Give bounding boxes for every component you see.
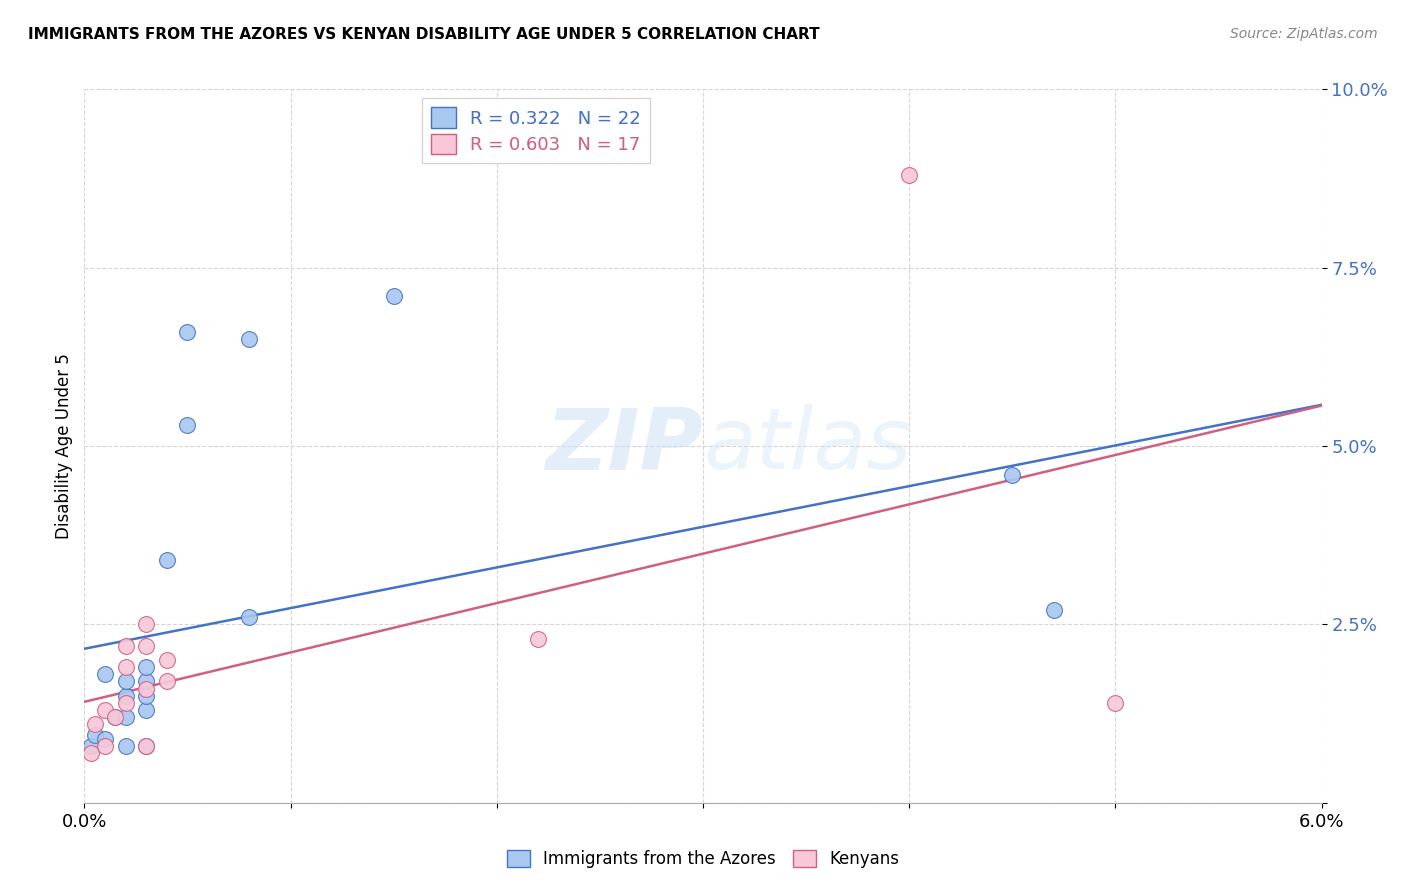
Point xyxy=(176,325,198,339)
Point xyxy=(156,553,179,567)
Point xyxy=(94,731,117,746)
Point xyxy=(83,717,105,731)
Point xyxy=(1104,696,1126,710)
Point xyxy=(114,710,136,724)
Point xyxy=(135,681,157,696)
Point xyxy=(114,696,136,710)
Point xyxy=(94,739,117,753)
Point xyxy=(135,739,157,753)
Point xyxy=(114,639,136,653)
Text: ZIP: ZIP xyxy=(546,404,703,488)
Point xyxy=(114,660,136,674)
Text: IMMIGRANTS FROM THE AZORES VS KENYAN DISABILITY AGE UNDER 5 CORRELATION CHART: IMMIGRANTS FROM THE AZORES VS KENYAN DIS… xyxy=(28,27,820,42)
Point xyxy=(135,639,157,653)
Text: Source: ZipAtlas.com: Source: ZipAtlas.com xyxy=(1230,27,1378,41)
Point xyxy=(156,674,179,689)
Point xyxy=(104,710,127,724)
Point xyxy=(94,667,117,681)
Point xyxy=(104,710,127,724)
Point xyxy=(114,739,136,753)
Legend: R = 0.322   N = 22, R = 0.603   N = 17: R = 0.322 N = 22, R = 0.603 N = 17 xyxy=(422,98,650,163)
Point xyxy=(176,417,198,432)
Point xyxy=(898,168,921,182)
Point xyxy=(83,728,105,742)
Point xyxy=(156,653,179,667)
Point xyxy=(135,617,157,632)
Text: atlas: atlas xyxy=(703,404,911,488)
Point xyxy=(135,739,157,753)
Y-axis label: Disability Age Under 5: Disability Age Under 5 xyxy=(55,353,73,539)
Point xyxy=(1001,467,1024,482)
Point xyxy=(527,632,550,646)
Point xyxy=(382,289,405,303)
Point xyxy=(238,610,260,624)
Point xyxy=(79,739,101,753)
Point xyxy=(238,332,260,346)
Point xyxy=(135,703,157,717)
Point xyxy=(135,689,157,703)
Point xyxy=(114,689,136,703)
Point xyxy=(94,703,117,717)
Point xyxy=(114,674,136,689)
Point xyxy=(79,746,101,760)
Legend: Immigrants from the Azores, Kenyans: Immigrants from the Azores, Kenyans xyxy=(501,843,905,875)
Point xyxy=(1042,603,1064,617)
Point xyxy=(135,674,157,689)
Point xyxy=(135,660,157,674)
